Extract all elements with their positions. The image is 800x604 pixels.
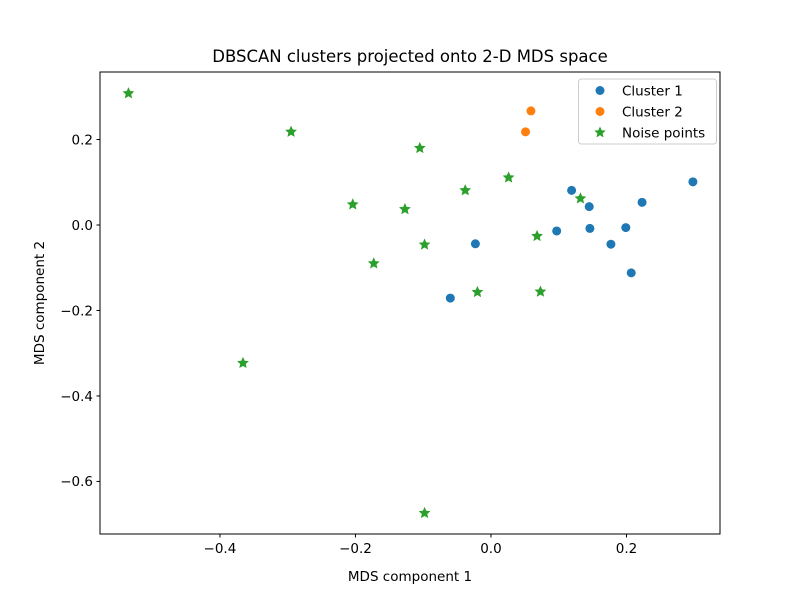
legend-marker-circle xyxy=(595,86,605,95)
scatter-point-noise-points xyxy=(237,356,249,369)
legend-box xyxy=(578,78,717,145)
scatter-point-cluster-1 xyxy=(621,223,631,233)
data-points xyxy=(122,87,698,519)
legend: Cluster 1 Cluster 2 Noise points xyxy=(578,78,717,145)
scatter-point-noise-points xyxy=(502,171,515,183)
y-tick-label: 0.0 xyxy=(72,218,93,234)
scatter-point-cluster-1 xyxy=(637,197,647,207)
scatter-point-noise-points xyxy=(346,198,359,210)
scatter-point-cluster-1 xyxy=(470,239,480,249)
legend-label: Noise points xyxy=(622,125,705,141)
scatter-point-cluster-1 xyxy=(445,293,455,303)
y-tick-label: 0.2 xyxy=(72,132,93,148)
legend-label: Cluster 1 xyxy=(622,83,683,99)
y-axis-label: MDS component 2 xyxy=(32,241,48,365)
scatter-point-noise-points xyxy=(367,257,380,269)
scatter-point-noise-points xyxy=(574,192,587,204)
chart-title: DBSCAN clusters projected onto 2-D MDS s… xyxy=(212,47,608,66)
axes: −0.4 −0.2 0.0 0.2 0.2 0.0 −0.2 −0.4 −0.6 xyxy=(60,71,721,557)
legend-marker-star xyxy=(594,126,606,138)
axes-spines xyxy=(99,71,721,535)
scatter-point-noise-points xyxy=(534,285,547,297)
scatter-point-cluster-1 xyxy=(567,185,577,195)
legend-label: Cluster 2 xyxy=(622,104,683,120)
scatter-point-noise-points xyxy=(285,125,297,137)
scatter-point-noise-points xyxy=(471,285,484,298)
x-tick-label: −0.4 xyxy=(204,541,237,557)
scatter-point-noise-points xyxy=(413,141,426,154)
scatter-point-noise-points xyxy=(418,238,431,250)
y-tick-label: −0.2 xyxy=(60,303,93,319)
scatter-point-cluster-1 xyxy=(552,226,562,236)
scatter-point-noise-points xyxy=(399,202,411,215)
scatter-point-noise-points xyxy=(531,229,543,242)
scatter-point-cluster-1 xyxy=(584,202,594,212)
scatter-point-cluster-1 xyxy=(688,177,698,187)
x-tick-label: 0.2 xyxy=(616,541,637,557)
x-axis-label: MDS component 1 xyxy=(348,569,472,585)
scatter-point-noise-points xyxy=(459,184,472,196)
scatter-point-noise-points xyxy=(418,506,431,519)
scatter-point-cluster-2 xyxy=(521,127,531,137)
y-tick-label: −0.6 xyxy=(60,474,93,490)
y-tick-label: −0.4 xyxy=(60,389,93,405)
scatter-point-cluster-1 xyxy=(585,223,595,233)
x-tick-label: −0.2 xyxy=(339,541,372,557)
legend-marker-circle xyxy=(595,107,605,116)
scatter-point-cluster-1 xyxy=(626,268,636,278)
scatter-point-noise-points xyxy=(122,87,135,99)
scatter-point-cluster-1 xyxy=(606,239,616,249)
x-tick-label: 0.0 xyxy=(480,541,501,557)
scatter-point-cluster-2 xyxy=(526,106,536,116)
